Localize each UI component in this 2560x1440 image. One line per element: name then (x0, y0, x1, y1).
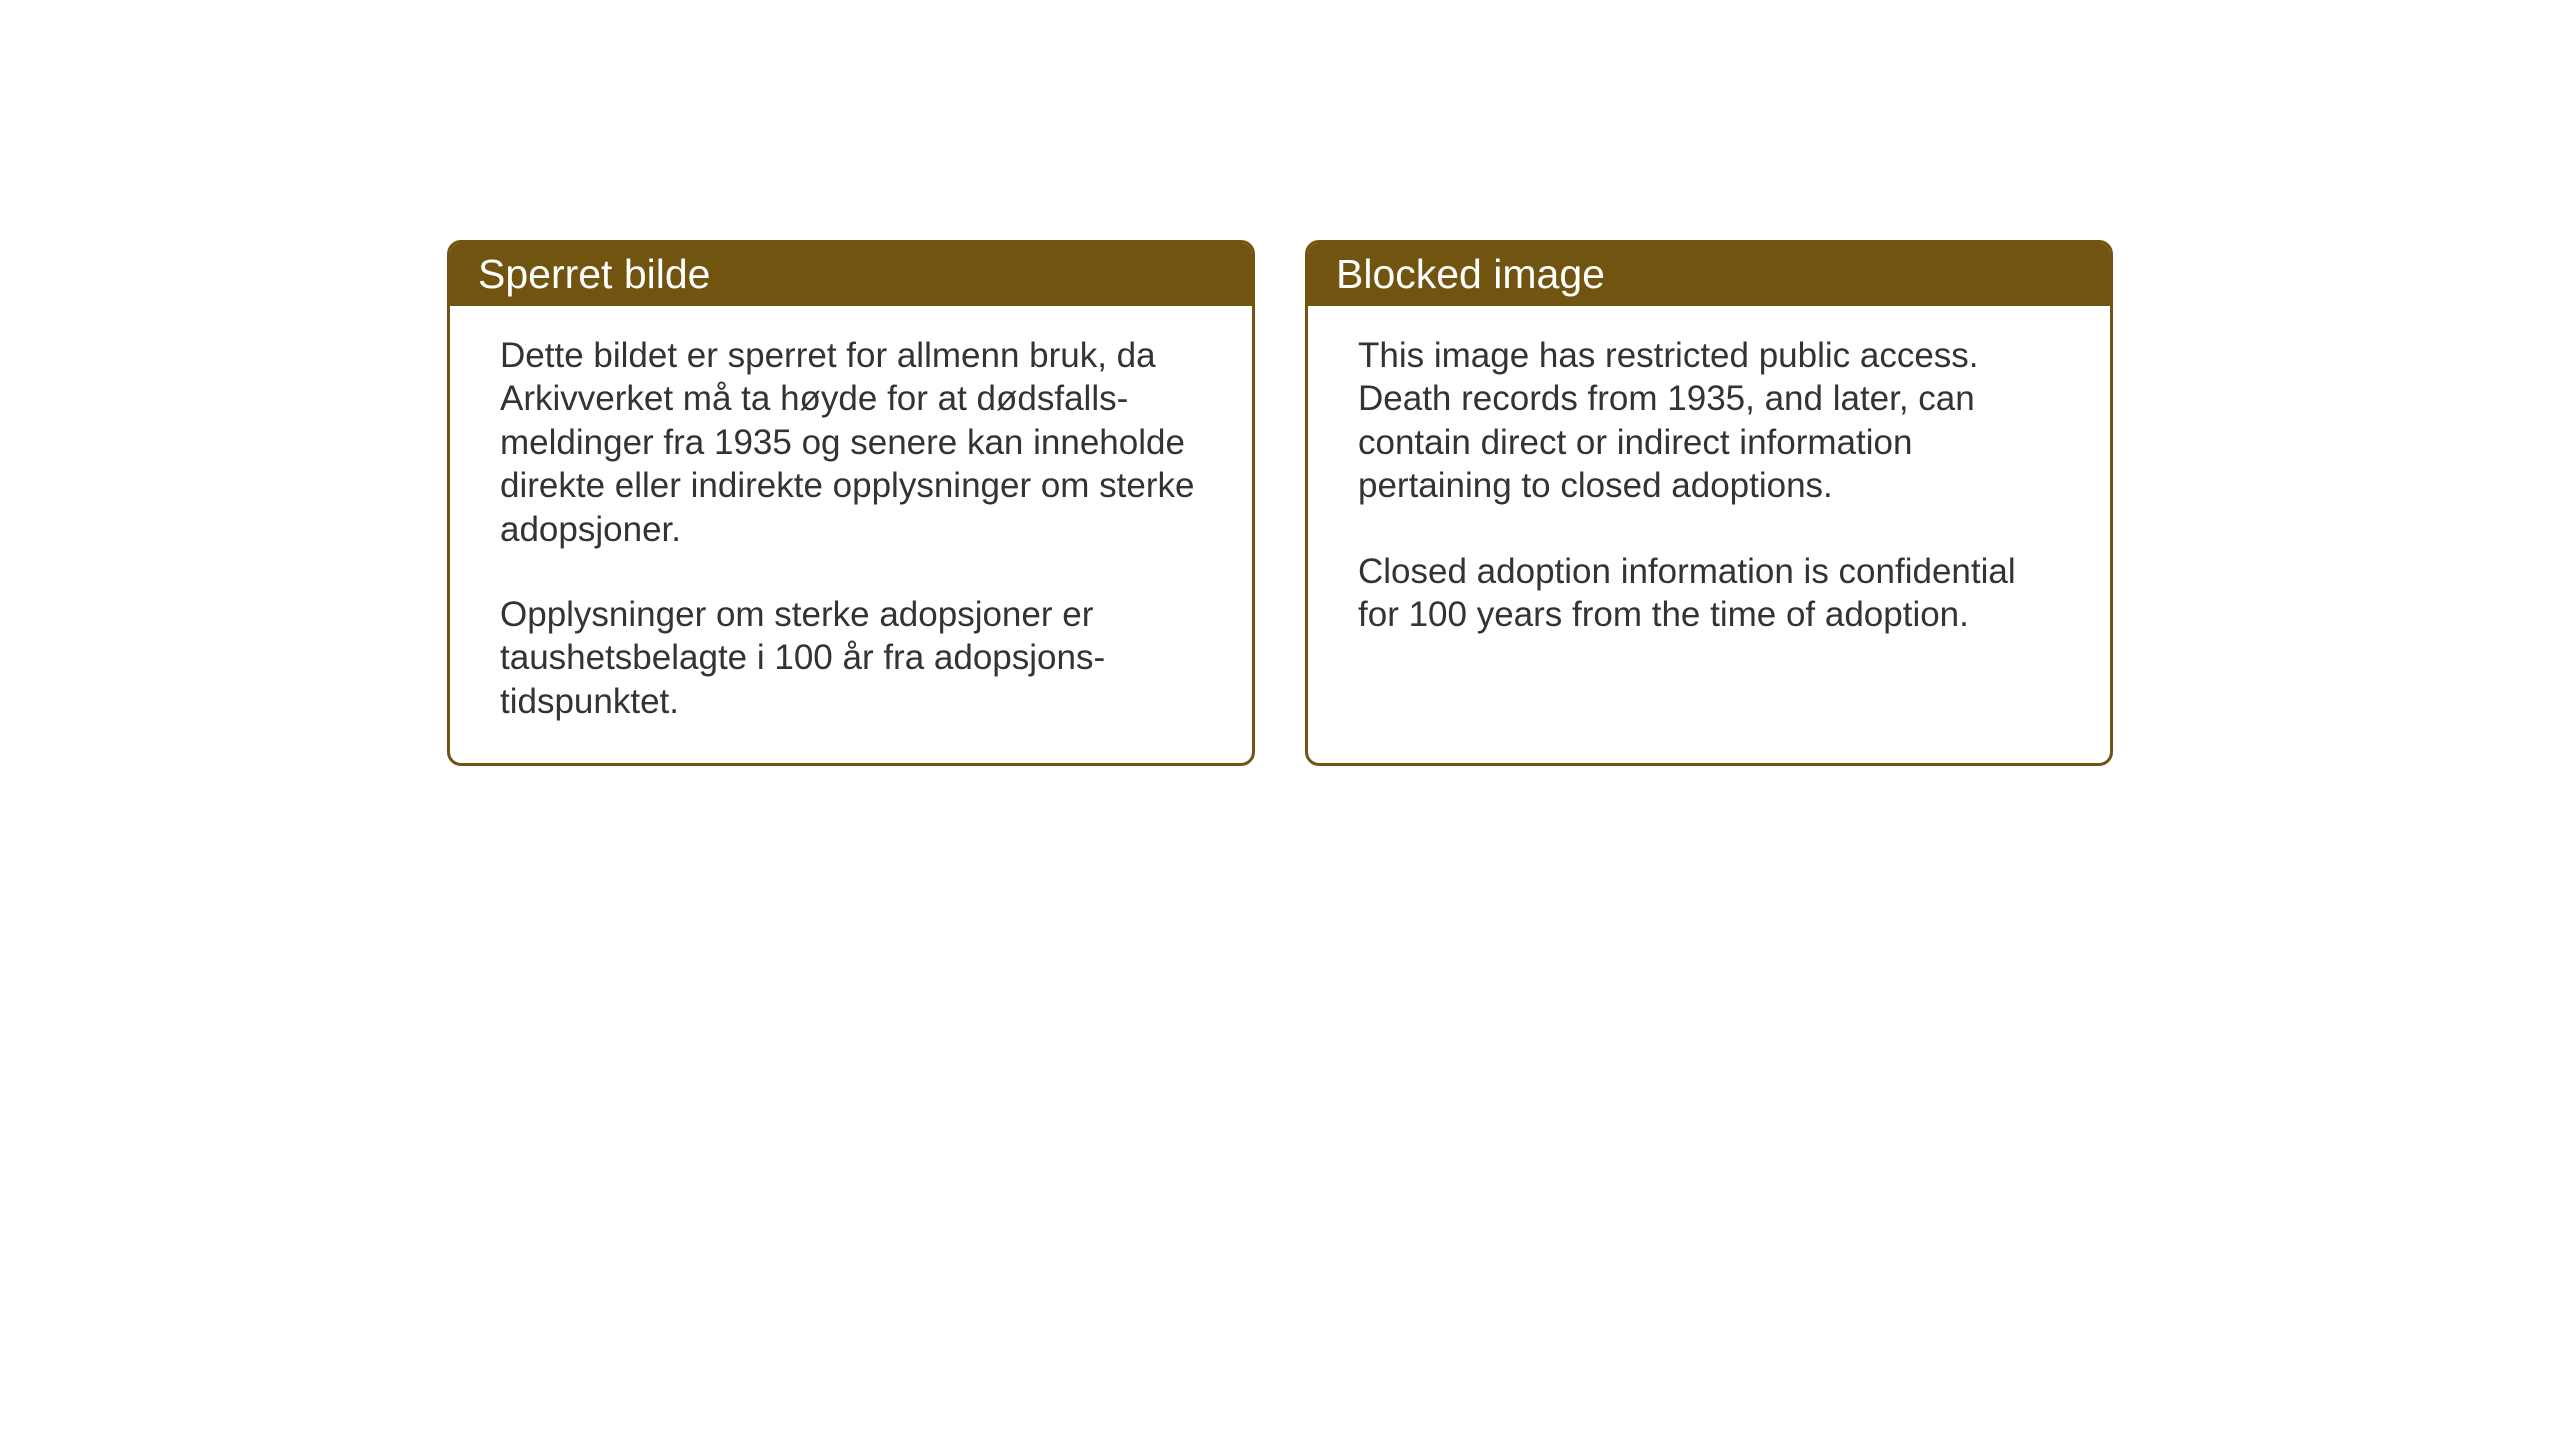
notice-container: Sperret bilde Dette bildet er sperret fo… (447, 240, 2113, 766)
notice-title-norwegian: Sperret bilde (478, 251, 710, 297)
notice-title-english: Blocked image (1336, 251, 1605, 297)
notice-body-english: This image has restricted public access.… (1308, 306, 2110, 676)
notice-header-norwegian: Sperret bilde (450, 243, 1252, 306)
notice-header-english: Blocked image (1308, 243, 2110, 306)
notice-paragraph-2-norwegian: Opplysninger om sterke adopsjoner er tau… (500, 593, 1202, 723)
notice-card-english: Blocked image This image has restricted … (1305, 240, 2113, 766)
notice-card-norwegian: Sperret bilde Dette bildet er sperret fo… (447, 240, 1255, 766)
notice-body-norwegian: Dette bildet er sperret for allmenn bruk… (450, 306, 1252, 763)
notice-paragraph-2-english: Closed adoption information is confident… (1358, 550, 2060, 637)
notice-paragraph-1-norwegian: Dette bildet er sperret for allmenn bruk… (500, 334, 1202, 551)
notice-paragraph-1-english: This image has restricted public access.… (1358, 334, 2060, 508)
